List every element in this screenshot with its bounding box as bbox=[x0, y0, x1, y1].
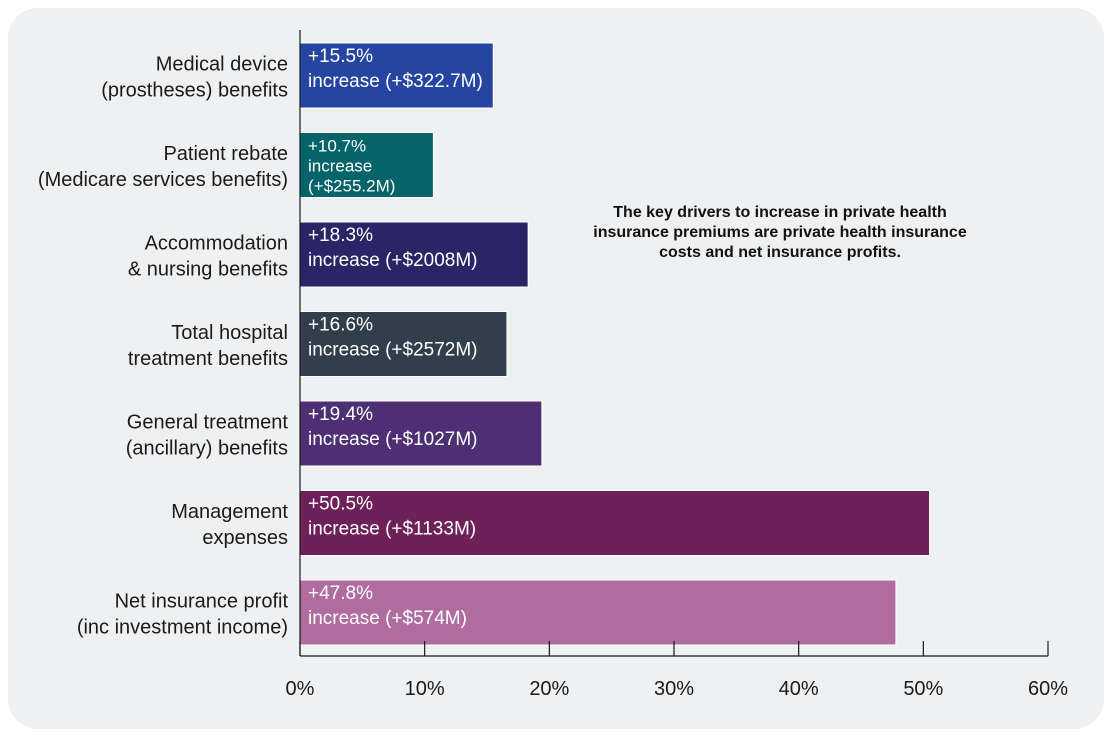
x-tick-label-2: 20% bbox=[529, 678, 569, 700]
bar-5 bbox=[299, 400, 543, 467]
x-tick-label-3: 30% bbox=[654, 678, 694, 700]
bar-1 bbox=[299, 42, 494, 109]
category-label-2: Patient rebate (Medicare services benefit… bbox=[38, 143, 288, 191]
category-label-7: Net insurance profit (inc investment inco… bbox=[77, 591, 289, 639]
category-label-4: Total hospital treatment benefits bbox=[128, 322, 288, 370]
bar-value-label-6: +50.5% increase (+$1133M) bbox=[308, 494, 476, 540]
bar-3 bbox=[299, 221, 529, 288]
x-tick-label-5: 50% bbox=[903, 678, 943, 700]
bar-value-label-2: +10.7% increase (+$255.2M) bbox=[308, 137, 395, 196]
category-label-6: Management expenses bbox=[171, 501, 288, 549]
x-tick-label-1: 10% bbox=[405, 678, 445, 700]
bar-value-label-1: +15.5% increase (+$322.7M) bbox=[308, 46, 483, 92]
bar-4 bbox=[299, 311, 508, 377]
bar-value-label-3: +18.3% increase (+$2008M) bbox=[308, 225, 478, 271]
x-tick-label-0: 0% bbox=[286, 678, 315, 700]
chart-annotation: The key drivers to increase in private h… bbox=[593, 204, 967, 261]
bar-value-label-4: +16.6% increase (+$2572M) bbox=[308, 315, 478, 361]
bar-6 bbox=[299, 490, 931, 556]
x-tick-label-6: 60% bbox=[1028, 678, 1068, 700]
category-label-1: Medical device (prostheses) benefits bbox=[101, 54, 288, 102]
category-label-5: General treatment (ancillary) benefits bbox=[126, 412, 289, 460]
bar-value-label-7: +47.8% increase (+$574M) bbox=[308, 583, 467, 629]
x-tick-label-4: 40% bbox=[779, 678, 819, 700]
category-label-3: Accommodation & nursing benefits bbox=[128, 233, 288, 281]
bar-value-label-5: +19.4% increase (+$1027M) bbox=[308, 404, 478, 450]
bar-7 bbox=[299, 579, 897, 646]
